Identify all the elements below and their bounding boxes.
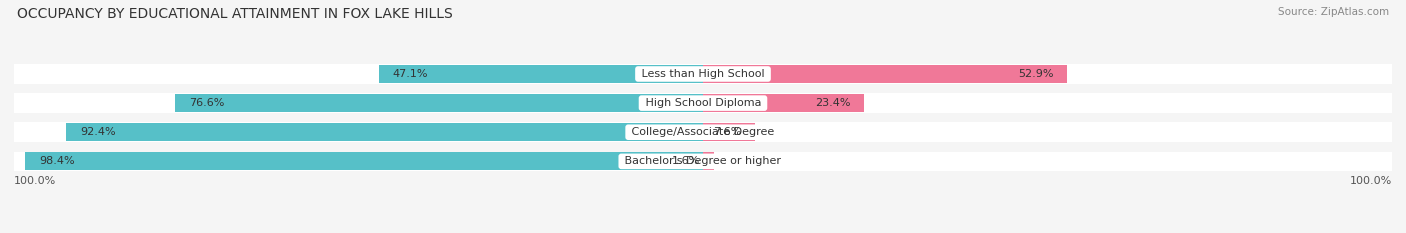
- Text: 23.4%: 23.4%: [815, 98, 851, 108]
- Text: Source: ZipAtlas.com: Source: ZipAtlas.com: [1278, 7, 1389, 17]
- Text: 98.4%: 98.4%: [39, 156, 75, 166]
- Text: 92.4%: 92.4%: [80, 127, 115, 137]
- Text: College/Associate Degree: College/Associate Degree: [628, 127, 778, 137]
- Text: 52.9%: 52.9%: [1018, 69, 1053, 79]
- Text: 100.0%: 100.0%: [14, 176, 56, 186]
- Text: 100.0%: 100.0%: [1350, 176, 1392, 186]
- Text: Less than High School: Less than High School: [638, 69, 768, 79]
- Legend: Owner-occupied, Renter-occupied: Owner-occupied, Renter-occupied: [579, 230, 827, 233]
- Text: 47.1%: 47.1%: [392, 69, 427, 79]
- Bar: [14, 64, 1392, 84]
- Bar: [14, 93, 1392, 113]
- Bar: [14, 123, 1392, 142]
- Bar: [176, 94, 703, 112]
- Bar: [703, 152, 714, 170]
- Text: 7.6%: 7.6%: [713, 127, 741, 137]
- Bar: [25, 152, 703, 170]
- Text: OCCUPANCY BY EDUCATIONAL ATTAINMENT IN FOX LAKE HILLS: OCCUPANCY BY EDUCATIONAL ATTAINMENT IN F…: [17, 7, 453, 21]
- Text: Bachelor's Degree or higher: Bachelor's Degree or higher: [621, 156, 785, 166]
- Bar: [14, 152, 1392, 171]
- Text: 76.6%: 76.6%: [188, 98, 225, 108]
- Text: 1.6%: 1.6%: [672, 156, 700, 166]
- Bar: [66, 123, 703, 141]
- Text: High School Diploma: High School Diploma: [641, 98, 765, 108]
- Bar: [703, 123, 755, 141]
- Bar: [703, 65, 1067, 83]
- Bar: [378, 65, 703, 83]
- Bar: [703, 94, 865, 112]
